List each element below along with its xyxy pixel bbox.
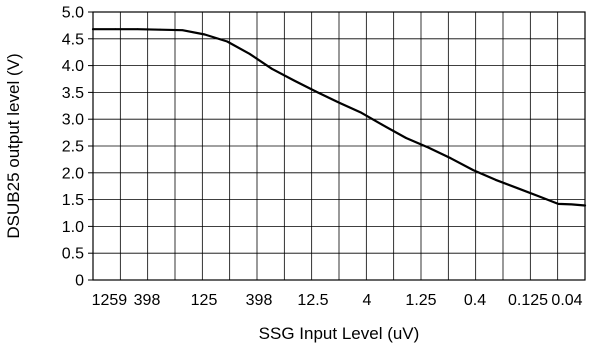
x-tick-label: 398 <box>134 292 161 309</box>
data-point <box>293 79 296 82</box>
data-point <box>539 196 542 198</box>
data-point <box>427 146 430 149</box>
data-point <box>92 28 94 31</box>
data-point <box>181 29 184 32</box>
x-tick-label: 1.25 <box>405 292 436 309</box>
data-point <box>584 204 586 207</box>
y-tick-label: 2.5 <box>62 139 84 156</box>
data-point <box>203 33 206 36</box>
data-point <box>494 178 497 181</box>
data-point <box>226 40 229 43</box>
y-tick-label: 4.5 <box>62 31 84 48</box>
x-tick-label: 12.5 <box>297 292 328 309</box>
x-tick-label: 0.125 <box>508 292 548 309</box>
data-point <box>136 28 139 31</box>
grid <box>93 12 585 280</box>
data-point <box>472 169 475 172</box>
y-tick-label: 3.0 <box>62 112 84 129</box>
y-axis-title: DSUB25 output level (V) <box>4 53 23 238</box>
data-point <box>570 203 573 206</box>
data-point <box>517 187 519 190</box>
y-tick-label: 5.0 <box>62 5 84 22</box>
data-points <box>92 28 586 207</box>
data-point <box>315 90 318 93</box>
data-point <box>449 157 452 160</box>
data-point <box>159 28 161 31</box>
y-tick-label: 1.5 <box>62 192 84 209</box>
x-tick-label: 1259 <box>92 292 128 309</box>
y-axis-ticks: 0 0.5 1.0 1.5 2.0 2.5 3.0 3.5 4.0 4.5 5.0 <box>62 5 93 290</box>
data-point <box>248 52 251 55</box>
y-tick-label: 4.0 <box>62 58 84 75</box>
y-tick-label: 2.0 <box>62 165 84 182</box>
y-tick-label: 1.0 <box>62 219 84 236</box>
data-point <box>405 137 407 139</box>
x-axis-title: SSG Input Level (uV) <box>259 324 420 343</box>
data-point <box>382 124 385 127</box>
data-point <box>360 111 363 114</box>
data-point <box>114 28 117 31</box>
y-tick-label: 3.5 <box>62 85 84 102</box>
x-tick-label: 0.04 <box>551 292 582 309</box>
x-tick-label: 0.4 <box>464 292 486 309</box>
y-tick-label: 0 <box>75 273 84 290</box>
data-point <box>271 67 273 70</box>
x-tick-label: 4 <box>363 292 372 309</box>
data-point <box>557 202 560 205</box>
data-point <box>338 101 340 104</box>
series-line <box>91 28 587 207</box>
x-tick-label: 125 <box>191 292 218 309</box>
x-axis-ticks: 1259 398 125 398 12.5 4 1.25 0.4 0.125 0.04 <box>92 292 583 309</box>
x-tick-label: 398 <box>246 292 273 309</box>
y-tick-label: 0.5 <box>62 246 84 263</box>
